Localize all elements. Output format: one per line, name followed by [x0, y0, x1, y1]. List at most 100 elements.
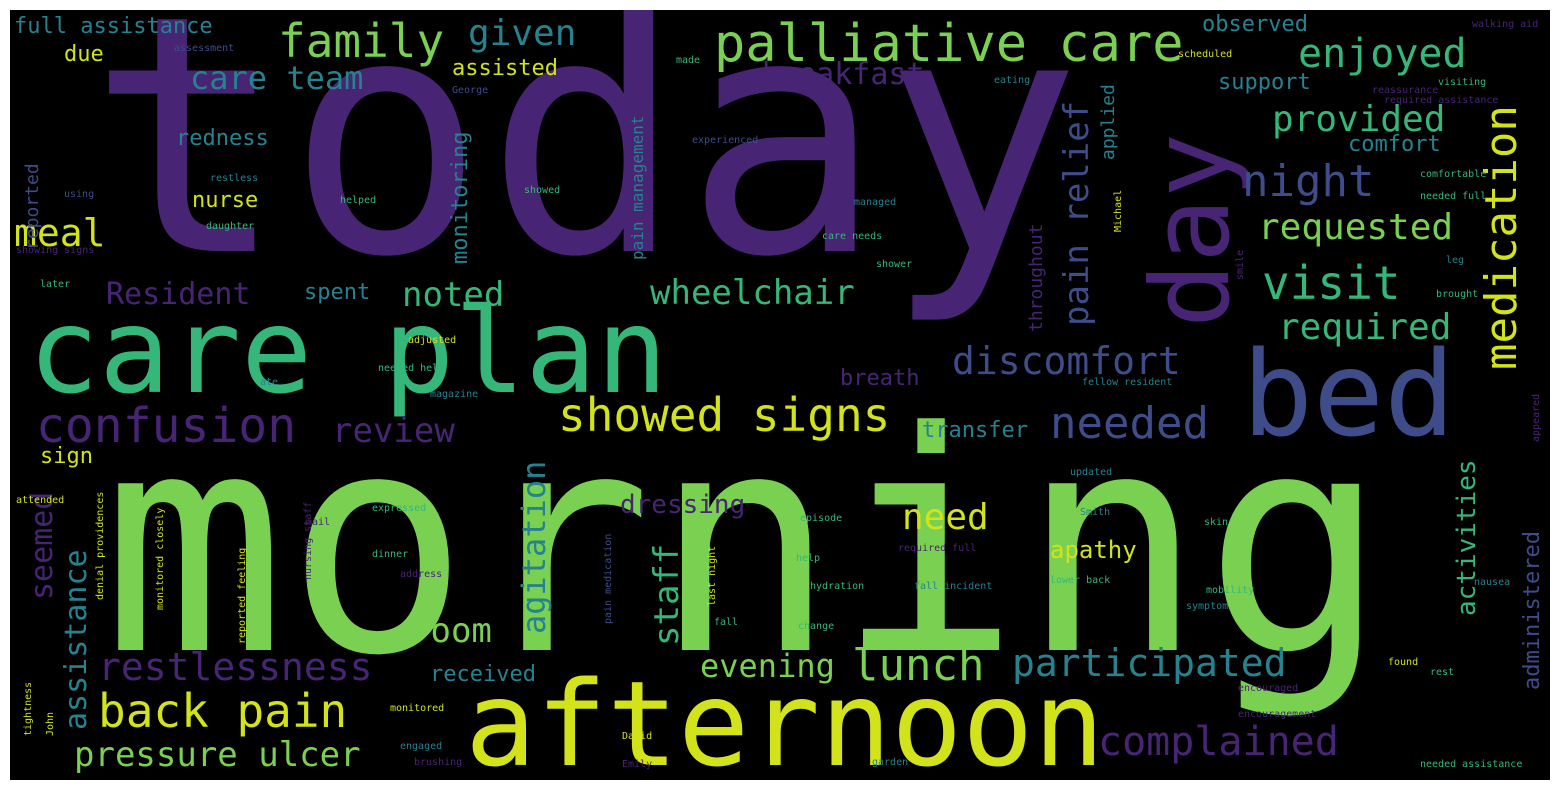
- word-using: using: [64, 189, 95, 200]
- word-denial-providences: denial providences: [95, 491, 106, 600]
- word-family: family: [278, 14, 445, 68]
- word-day: day: [1129, 132, 1254, 328]
- word-reported-feeling: reported feeling: [237, 547, 248, 644]
- word-staff: staff: [647, 543, 687, 646]
- word-throughout: throughout: [1026, 223, 1047, 332]
- word-found: found: [1388, 657, 1419, 668]
- word-smile: smile: [1235, 249, 1246, 280]
- word-last-night: last night: [707, 545, 718, 606]
- word-address: address: [400, 569, 443, 580]
- word-smith: Smith: [1080, 507, 1111, 518]
- word-monitored-closely: monitored closely: [155, 507, 166, 610]
- word-palliative-care: palliative care: [714, 14, 1184, 74]
- word-made: made: [676, 55, 701, 66]
- word-appeared: appeared: [1531, 393, 1542, 442]
- word-meal: meal: [14, 211, 106, 255]
- word-brushing: brushing: [414, 757, 463, 768]
- word-rest: rest: [1430, 667, 1455, 678]
- word-dressing: dressing: [620, 490, 746, 520]
- word-engaged: engaged: [400, 741, 443, 752]
- word-showing-signs: showing signs: [16, 245, 95, 256]
- word-transfer: transfer: [922, 418, 1028, 443]
- word-john: John: [45, 711, 56, 736]
- word-lunch: lunch: [852, 640, 985, 691]
- word-resident: Resident: [106, 277, 251, 312]
- word-need: need: [902, 497, 989, 538]
- word-garden: garden: [872, 757, 909, 768]
- word-observed: observed: [1202, 12, 1308, 37]
- word-fellow-resident: fellow resident: [1082, 377, 1173, 388]
- word-mobility: mobility: [1206, 585, 1255, 596]
- word-scheduled: scheduled: [1178, 49, 1233, 60]
- word-symptom: symptom: [1186, 601, 1229, 612]
- word-fall: fall: [714, 617, 739, 628]
- word-michael: Michael: [1113, 189, 1124, 232]
- word-afternoon: afternoon: [465, 655, 1105, 780]
- word-ate: ate: [260, 377, 279, 388]
- word-visit: visit: [1262, 256, 1401, 310]
- word-episode: episode: [800, 513, 843, 524]
- word-visiting: visiting: [1438, 77, 1487, 88]
- word-leg: leg: [1446, 255, 1465, 266]
- word-pain-management: pain management: [628, 115, 647, 261]
- word-morning: morning: [102, 367, 1388, 722]
- word-experienced: experienced: [692, 135, 759, 146]
- word-received: received: [430, 662, 536, 687]
- word-dinner: dinner: [372, 549, 409, 560]
- word-apathy: apathy: [1050, 536, 1137, 564]
- word-care-plan: care plan: [28, 282, 668, 420]
- word-reported: reported: [22, 163, 43, 250]
- word-activities: activities: [1452, 459, 1482, 616]
- word-agitation: agitation: [515, 460, 553, 634]
- word-reassurance: reassurance: [1372, 85, 1439, 96]
- word-breakfast: breakfast: [762, 57, 925, 92]
- word-later: later: [40, 279, 71, 290]
- word-walking-aid: walking aid: [1472, 19, 1539, 30]
- word-room: room: [410, 611, 492, 651]
- word-helped: helped: [340, 195, 377, 206]
- word-due: due: [64, 42, 104, 67]
- word-brought: brought: [1436, 289, 1479, 300]
- word-lower-back: lower back: [1050, 575, 1111, 586]
- word-encouraged: encouraged: [1238, 683, 1299, 694]
- word-restlessness: restlessness: [98, 645, 373, 689]
- word-seemed: seemed: [25, 491, 60, 600]
- word-bed: bed: [1242, 325, 1456, 463]
- word-assisted: assisted: [452, 56, 558, 81]
- word-needed-full: needed full: [1420, 191, 1487, 202]
- word-enjoyed: enjoyed: [1298, 31, 1467, 77]
- word-showed-signs: showed signs: [558, 388, 891, 442]
- word-care-team: care team: [190, 59, 364, 97]
- word-required-full: required full: [898, 543, 977, 554]
- word-monitored: monitored: [390, 703, 445, 714]
- word-required-assistance: required assistance: [1384, 95, 1499, 106]
- word-attended: attended: [16, 495, 65, 506]
- word-given: given: [468, 13, 577, 54]
- word-breath: breath: [840, 366, 920, 391]
- word-comfortable: comfortable: [1420, 169, 1487, 180]
- word-cloud: today morning care plan afternoon bed da…: [10, 10, 1550, 780]
- word-nurse: nurse: [192, 188, 259, 213]
- word-today: today: [88, 10, 1082, 329]
- word-daughter: daughter: [206, 221, 255, 232]
- word-expressed: expressed: [372, 503, 427, 514]
- word-night: night: [1242, 156, 1375, 207]
- word-applied: applied: [1098, 84, 1119, 160]
- word-encouragement: encouragement: [1238, 709, 1317, 720]
- word-shower: shower: [876, 259, 913, 270]
- word-noted: noted: [402, 275, 505, 315]
- word-skin: skin: [1204, 517, 1229, 528]
- word-care-needs: care needs: [822, 231, 883, 242]
- word-full-assistance: full assistance: [14, 14, 213, 39]
- word-assistance: assistance: [59, 549, 94, 730]
- word-mail: mail: [306, 517, 331, 528]
- word-spent: spent: [304, 280, 371, 305]
- word-complained: complained: [1098, 719, 1339, 765]
- word-evening: evening: [700, 647, 835, 685]
- word-needed-assistance: needed assistance: [1420, 759, 1523, 770]
- word-pain-medication: pain medication: [603, 533, 614, 624]
- word-eating: eating: [994, 75, 1031, 86]
- word-needed-help: needed help: [378, 363, 445, 374]
- word-redness: redness: [176, 126, 269, 151]
- word-monitoring: monitoring: [448, 131, 473, 264]
